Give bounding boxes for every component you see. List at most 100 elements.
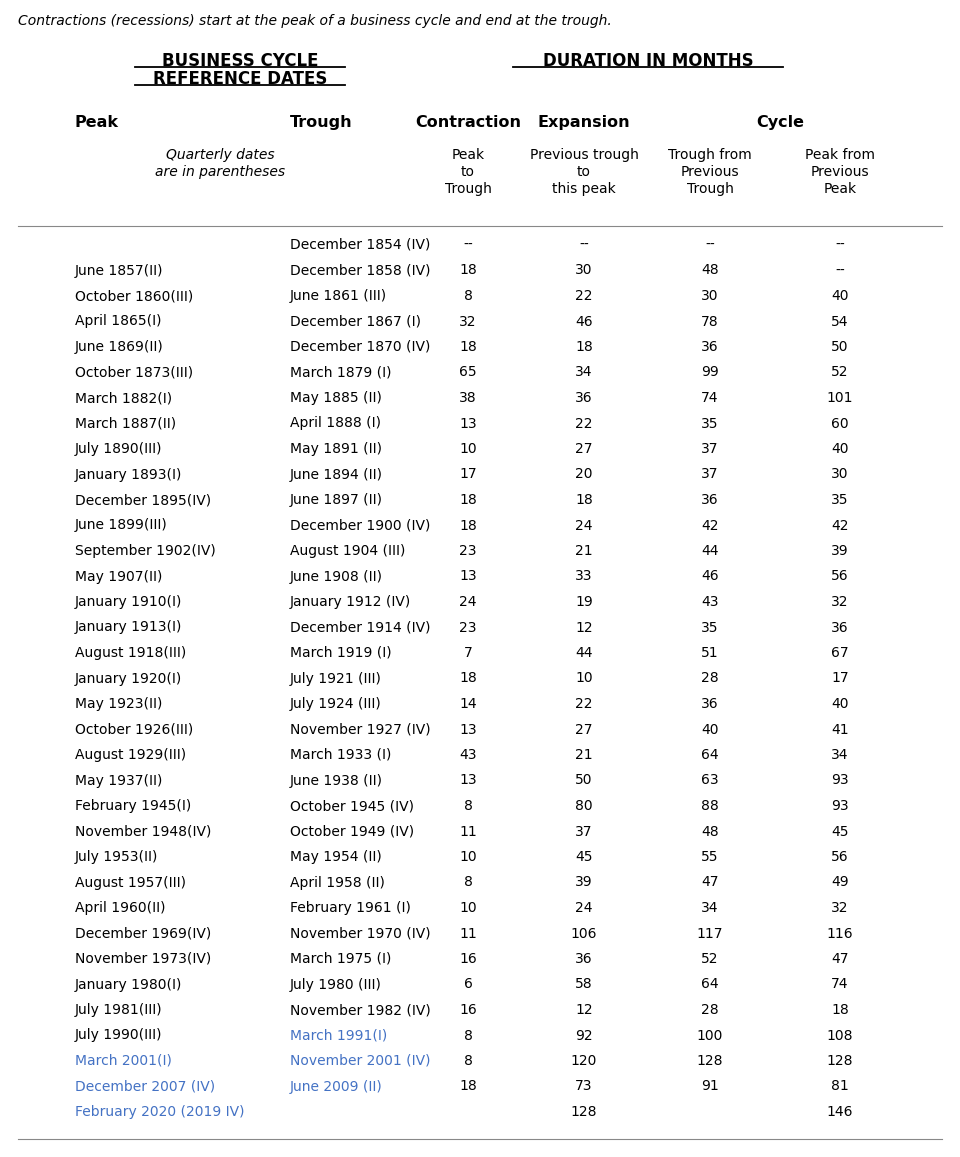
Text: 27: 27 [575,722,592,737]
Text: June 1897 (II): June 1897 (II) [290,493,383,507]
Text: Trough: Trough [444,182,492,196]
Text: June 1899(III): June 1899(III) [75,518,168,532]
Text: 30: 30 [831,467,849,481]
Text: 34: 34 [831,747,849,762]
Text: 36: 36 [701,697,719,712]
Text: 91: 91 [701,1079,719,1093]
Text: Trough from: Trough from [668,148,752,162]
Text: March 1933 (I): March 1933 (I) [290,747,392,762]
Text: 13: 13 [459,417,477,430]
Text: REFERENCE DATES: REFERENCE DATES [153,71,327,88]
Text: 67: 67 [831,646,849,659]
Text: 55: 55 [701,850,719,864]
Text: 19: 19 [575,595,593,609]
Text: 33: 33 [575,569,592,583]
Text: to: to [577,165,591,179]
Text: January 1910(I): January 1910(I) [75,595,182,609]
Text: 37: 37 [575,825,592,839]
Text: Expansion: Expansion [538,115,631,130]
Text: 106: 106 [571,927,597,941]
Text: November 1973(IV): November 1973(IV) [75,952,211,966]
Text: 12: 12 [575,1003,593,1017]
Text: --: -- [463,238,473,252]
Text: June 1869(II): June 1869(II) [75,340,164,354]
Text: 50: 50 [831,340,849,354]
Text: October 1945 (IV): October 1945 (IV) [290,799,414,813]
Text: 74: 74 [701,391,719,405]
Text: 7: 7 [464,646,472,659]
Text: 13: 13 [459,722,477,737]
Text: Contractions (recessions) start at the peak of a business cycle and end at the t: Contractions (recessions) start at the p… [18,14,612,28]
Text: 20: 20 [575,467,592,481]
Text: December 1870 (IV): December 1870 (IV) [290,340,430,354]
Text: 13: 13 [459,569,477,583]
Text: October 1926(III): October 1926(III) [75,722,193,737]
Text: 11: 11 [459,825,477,839]
Text: 28: 28 [701,671,719,685]
Text: March 1975 (I): March 1975 (I) [290,952,392,966]
Text: June 1908 (II): June 1908 (II) [290,569,383,583]
Text: July 1921 (III): July 1921 (III) [290,671,382,685]
Text: 117: 117 [697,927,723,941]
Text: 73: 73 [575,1079,592,1093]
Text: March 1919 (I): March 1919 (I) [290,646,392,659]
Text: April 1960(II): April 1960(II) [75,901,165,915]
Text: 80: 80 [575,799,593,813]
Text: December 1969(IV): December 1969(IV) [75,927,211,941]
Text: 8: 8 [464,1029,472,1042]
Text: 39: 39 [831,544,849,558]
Text: 58: 58 [575,978,593,992]
Text: May 1885 (II): May 1885 (II) [290,391,382,405]
Text: May 1937(II): May 1937(II) [75,774,162,788]
Text: November 1970 (IV): November 1970 (IV) [290,927,431,941]
Text: 6: 6 [464,978,472,992]
Text: 46: 46 [575,315,593,329]
Text: February 1945(I): February 1945(I) [75,799,191,813]
Text: 24: 24 [575,518,592,532]
Text: Contraction: Contraction [415,115,521,130]
Text: November 2001 (IV): November 2001 (IV) [290,1054,430,1068]
Text: 40: 40 [831,289,849,303]
Text: April 1958 (II): April 1958 (II) [290,876,385,890]
Text: 37: 37 [701,442,719,456]
Text: 37: 37 [701,467,719,481]
Text: August 1918(III): August 1918(III) [75,646,186,659]
Text: January 1913(I): January 1913(I) [75,620,182,634]
Text: May 1954 (II): May 1954 (II) [290,850,382,864]
Text: May 1891 (II): May 1891 (II) [290,442,382,456]
Text: BUSINESS CYCLE: BUSINESS CYCLE [161,52,319,71]
Text: Peak: Peak [824,182,856,196]
Text: to: to [461,165,475,179]
Text: 128: 128 [827,1054,853,1068]
Text: DURATION IN MONTHS: DURATION IN MONTHS [542,52,754,71]
Text: 17: 17 [831,671,849,685]
Text: March 1882(I): March 1882(I) [75,391,172,405]
Text: January 1912 (IV): January 1912 (IV) [290,595,411,609]
Text: 108: 108 [827,1029,853,1042]
Text: 40: 40 [831,697,849,712]
Text: 18: 18 [459,264,477,278]
Text: 8: 8 [464,799,472,813]
Text: 8: 8 [464,1054,472,1068]
Text: 93: 93 [831,774,849,788]
Text: 81: 81 [831,1079,849,1093]
Text: 10: 10 [459,901,477,915]
Text: Previous: Previous [681,165,739,179]
Text: 47: 47 [831,952,849,966]
Text: 22: 22 [575,697,592,712]
Text: 64: 64 [701,978,719,992]
Text: 10: 10 [459,442,477,456]
Text: October 1949 (IV): October 1949 (IV) [290,825,414,839]
Text: 34: 34 [701,901,719,915]
Text: 18: 18 [459,671,477,685]
Text: July 1924 (III): July 1924 (III) [290,697,382,712]
Text: 10: 10 [575,671,593,685]
Text: --: -- [835,238,845,252]
Text: 32: 32 [459,315,477,329]
Text: 146: 146 [827,1105,853,1119]
Text: December 1900 (IV): December 1900 (IV) [290,518,430,532]
Text: 36: 36 [701,340,719,354]
Text: 44: 44 [701,544,719,558]
Text: February 1961 (I): February 1961 (I) [290,901,411,915]
Text: 48: 48 [701,825,719,839]
